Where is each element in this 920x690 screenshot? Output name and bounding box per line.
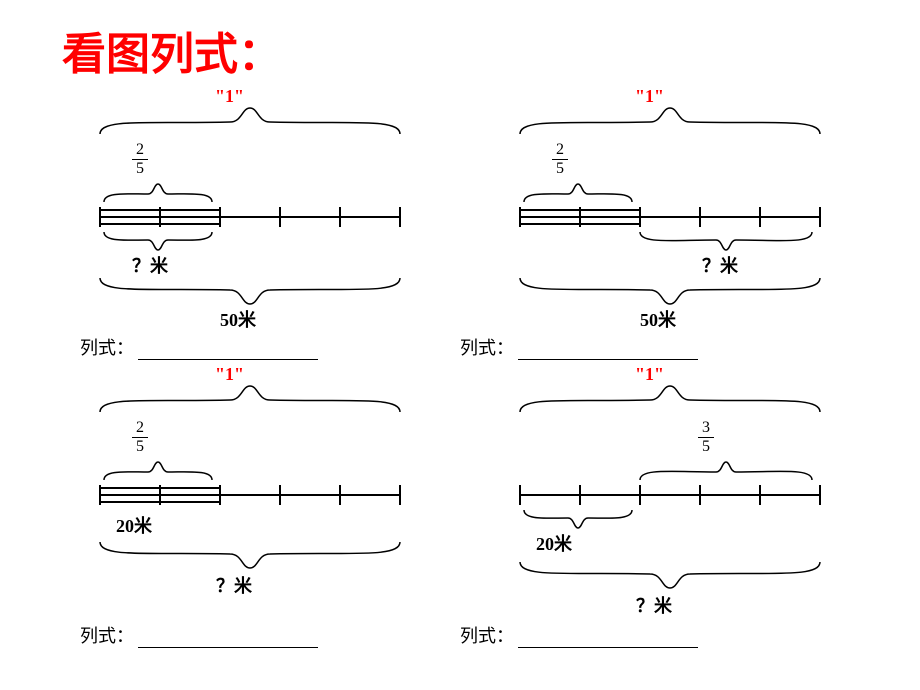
fraction-denominator: 5 — [552, 160, 568, 177]
formula-label: 列式： — [80, 338, 134, 358]
diagram-panel-3: "1" 2 5 20米 ？米 列式： — [60, 360, 440, 660]
diagram-panel-2: "1" 2 5 ？米 50米 列式： — [480, 82, 860, 342]
top-brace — [90, 382, 430, 422]
small-bottom-brace — [96, 226, 226, 254]
fraction-numerator: 2 — [552, 142, 568, 160]
formula-blank — [138, 342, 318, 360]
diagram-panel-4: "1" 3 5 20米 ？米 列式： — [480, 360, 860, 660]
page-title: 看图列式： — [62, 18, 282, 82]
small-label: 20米 — [536, 530, 572, 556]
formula-blank — [518, 342, 698, 360]
formula-row: 列式： — [460, 334, 698, 360]
bottom-label: 50米 — [220, 306, 256, 332]
fraction-denominator: 5 — [132, 160, 148, 177]
fraction-numerator: 2 — [132, 420, 148, 438]
fraction-denominator: 5 — [698, 438, 714, 455]
question-label: ？米 — [636, 592, 672, 618]
fraction-label: 2 5 — [552, 142, 568, 177]
bottom-brace — [510, 270, 850, 310]
top-brace — [510, 104, 850, 144]
bottom-brace — [90, 534, 430, 574]
fraction-denominator: 5 — [132, 438, 148, 455]
formula-row: 列式： — [80, 334, 318, 360]
formula-blank — [518, 630, 698, 648]
top-brace — [510, 382, 850, 422]
small-bottom-brace-right — [632, 226, 832, 254]
formula-blank — [138, 630, 318, 648]
question-label: ？米 — [216, 572, 252, 598]
formula-label: 列式： — [460, 626, 514, 646]
diagram-panel-1: "1" 2 5 ？米 50米 列式： — [60, 82, 440, 342]
formula-row: 列式： — [460, 622, 698, 648]
small-bottom-brace-left — [516, 504, 646, 532]
fraction-label: 3 5 — [698, 420, 714, 455]
formula-row: 列式： — [80, 622, 318, 648]
fraction-label: 2 5 — [132, 142, 148, 177]
bottom-label: 50米 — [640, 306, 676, 332]
bottom-brace — [510, 554, 850, 594]
segment-bar — [90, 480, 430, 510]
fraction-numerator: 3 — [698, 420, 714, 438]
formula-label: 列式： — [460, 338, 514, 358]
top-brace — [90, 104, 430, 144]
bottom-brace — [90, 270, 430, 310]
fraction-numerator: 2 — [132, 142, 148, 160]
formula-label: 列式： — [80, 626, 134, 646]
fraction-label: 2 5 — [132, 420, 148, 455]
